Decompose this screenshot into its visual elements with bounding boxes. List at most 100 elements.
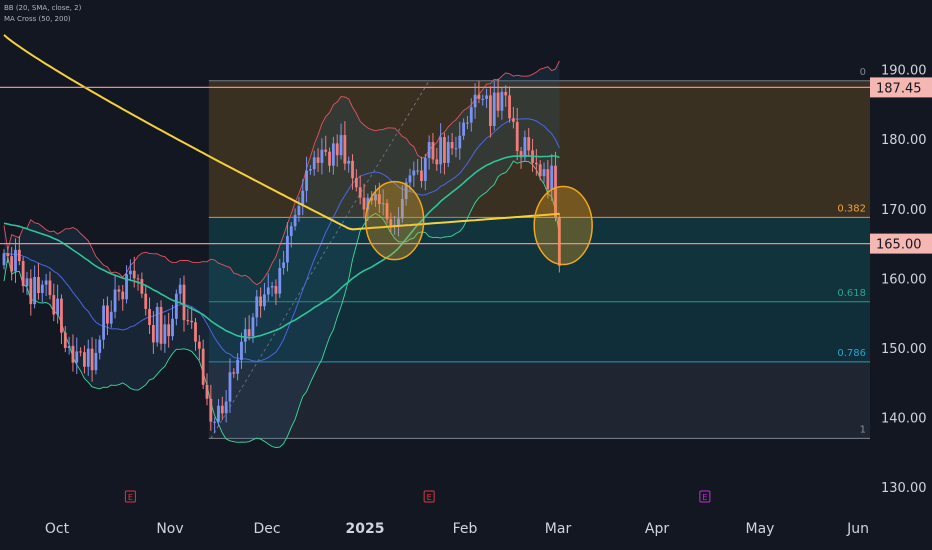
- candle[interactable]: [21, 256, 25, 293]
- candle[interactable]: [140, 272, 144, 298]
- candle[interactable]: [339, 123, 343, 160]
- candle[interactable]: [554, 151, 557, 222]
- candle[interactable]: [358, 175, 362, 205]
- candle[interactable]: [171, 304, 174, 341]
- candle[interactable]: [255, 289, 259, 327]
- candle[interactable]: [324, 135, 328, 156]
- candle[interactable]: [477, 80, 481, 104]
- candle[interactable]: [205, 373, 209, 406]
- candle[interactable]: [557, 212, 561, 273]
- event-marker[interactable]: E: [699, 490, 711, 503]
- candle[interactable]: [297, 196, 301, 222]
- candle[interactable]: [163, 315, 167, 353]
- candle[interactable]: [412, 161, 416, 187]
- candle[interactable]: [186, 308, 190, 326]
- candle[interactable]: [217, 399, 220, 426]
- candle[interactable]: [106, 296, 109, 336]
- candle[interactable]: [240, 332, 243, 369]
- price-line-tag[interactable]: 187.45: [870, 77, 932, 98]
- candle[interactable]: [102, 298, 105, 349]
- candle[interactable]: [427, 135, 431, 170]
- event-marker[interactable]: E: [423, 490, 435, 503]
- candle[interactable]: [320, 138, 324, 175]
- candle[interactable]: [416, 159, 420, 175]
- candle[interactable]: [542, 162, 546, 183]
- candle[interactable]: [423, 153, 427, 191]
- candle[interactable]: [63, 326, 67, 353]
- candle[interactable]: [125, 265, 128, 304]
- candle[interactable]: [174, 289, 178, 326]
- candle[interactable]: [194, 318, 197, 351]
- candles[interactable]: [2, 78, 561, 434]
- candle[interactable]: [312, 150, 316, 176]
- candle[interactable]: [496, 78, 500, 118]
- candle[interactable]: [450, 132, 454, 155]
- candle[interactable]: [309, 164, 312, 175]
- candle[interactable]: [33, 265, 37, 309]
- candle[interactable]: [454, 136, 458, 158]
- candle[interactable]: [94, 338, 98, 375]
- candle[interactable]: [14, 238, 17, 283]
- candle[interactable]: [113, 275, 117, 319]
- candle[interactable]: [443, 132, 446, 175]
- candle[interactable]: [538, 160, 542, 181]
- candle[interactable]: [515, 107, 519, 161]
- candle[interactable]: [128, 259, 132, 281]
- candle[interactable]: [151, 311, 155, 354]
- candle[interactable]: [508, 86, 511, 123]
- candle[interactable]: [224, 390, 228, 423]
- indicator-label-bb[interactable]: BB (20, SMA, close, 2): [4, 4, 82, 12]
- candle[interactable]: [270, 281, 274, 297]
- candle[interactable]: [504, 85, 508, 107]
- candle[interactable]: [301, 179, 305, 216]
- candle[interactable]: [469, 98, 473, 132]
- candle[interactable]: [420, 156, 423, 188]
- candle[interactable]: [247, 315, 251, 341]
- candle[interactable]: [389, 212, 393, 233]
- candle[interactable]: [121, 285, 125, 311]
- candle[interactable]: [132, 256, 136, 288]
- candle[interactable]: [381, 189, 385, 216]
- candle[interactable]: [473, 83, 477, 119]
- candle[interactable]: [2, 249, 6, 270]
- horizontal-lines[interactable]: 187.45 165.00: [0, 77, 932, 254]
- candle[interactable]: [159, 300, 163, 351]
- candle[interactable]: [17, 235, 21, 266]
- candle[interactable]: [83, 345, 86, 374]
- candle[interactable]: [56, 284, 60, 324]
- indicator-label-ma-cross[interactable]: MA Cross (50, 200): [4, 15, 71, 23]
- candle[interactable]: [37, 263, 40, 300]
- candle[interactable]: [481, 94, 485, 106]
- candle[interactable]: [274, 279, 278, 306]
- candle[interactable]: [86, 339, 90, 376]
- candle[interactable]: [293, 208, 297, 231]
- candle[interactable]: [232, 368, 236, 378]
- candle[interactable]: [266, 273, 270, 302]
- candle[interactable]: [90, 337, 94, 382]
- candle[interactable]: [316, 148, 320, 172]
- candle[interactable]: [500, 87, 504, 120]
- candle[interactable]: [209, 384, 213, 431]
- candle[interactable]: [347, 156, 351, 173]
- candle[interactable]: [117, 285, 121, 301]
- event-marker[interactable]: E: [124, 490, 136, 503]
- candle[interactable]: [331, 136, 335, 175]
- candle[interactable]: [259, 287, 263, 318]
- candle[interactable]: [519, 146, 523, 169]
- candle[interactable]: [98, 335, 102, 360]
- candle[interactable]: [182, 275, 186, 332]
- candle[interactable]: [462, 118, 465, 140]
- candle[interactable]: [446, 135, 450, 168]
- candle[interactable]: [60, 294, 63, 345]
- candle[interactable]: [397, 207, 400, 237]
- candle[interactable]: [190, 306, 194, 329]
- candle[interactable]: [343, 121, 347, 171]
- candle[interactable]: [282, 250, 285, 275]
- candle[interactable]: [10, 247, 14, 281]
- candle[interactable]: [243, 317, 247, 354]
- candle[interactable]: [71, 334, 75, 372]
- candle[interactable]: [492, 81, 496, 131]
- candle[interactable]: [29, 269, 33, 316]
- candle[interactable]: [201, 339, 205, 390]
- candle[interactable]: [79, 347, 82, 357]
